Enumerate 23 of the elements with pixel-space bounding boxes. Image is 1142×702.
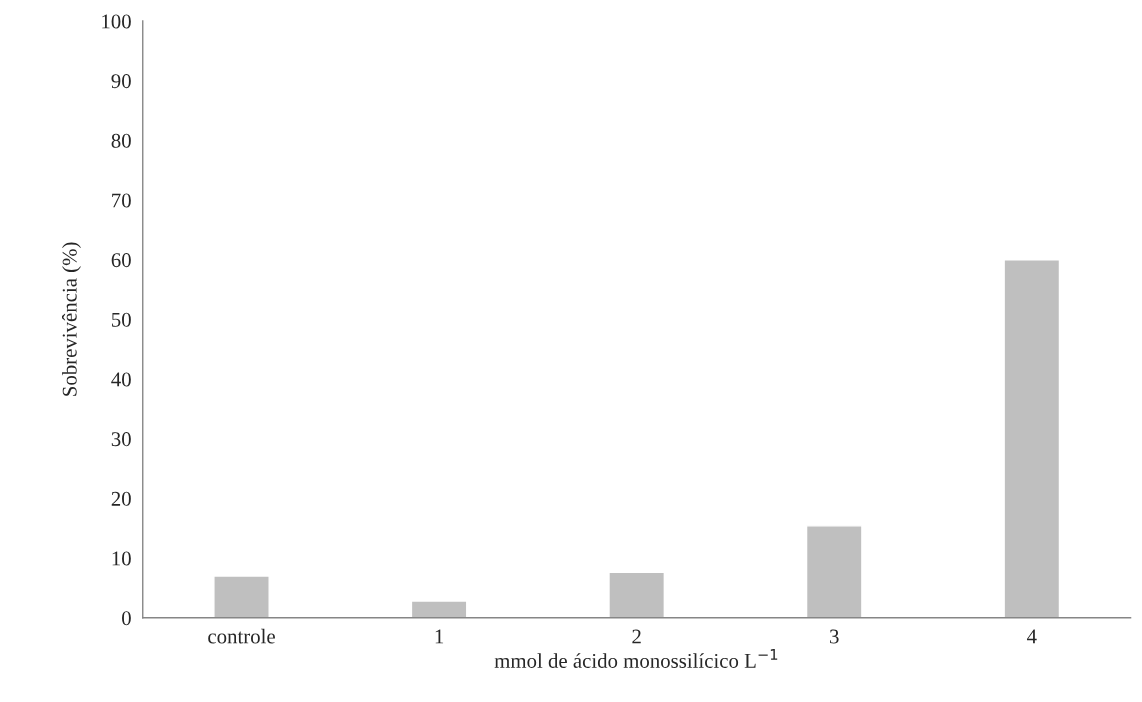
bar <box>608 571 666 618</box>
x-tick-label: 2 <box>632 629 641 644</box>
y-tick-label: 20 <box>111 491 131 506</box>
y-tick-label: 60 <box>111 253 131 268</box>
y-axis-title: Sobrevivência (%) <box>62 242 81 396</box>
bar <box>213 575 270 618</box>
x-tick-label: 3 <box>830 629 839 644</box>
x-tick-label: 1 <box>435 629 444 644</box>
y-tick-label: 40 <box>111 372 131 387</box>
y-tick-label: 50 <box>112 312 131 327</box>
y-tick-label: 0 <box>122 611 131 626</box>
y-tick-label: 90 <box>111 74 131 89</box>
y-tick-label: 10 <box>112 551 131 566</box>
bar <box>805 525 863 618</box>
x-tick-label: 4 <box>1027 629 1037 644</box>
bar <box>1003 259 1061 618</box>
y-tick-label: 30 <box>111 432 131 447</box>
x-axis-title: mmol de ácido monossilícico L$^{−1}$ <box>494 649 778 668</box>
y-tick-label: 100 <box>102 14 131 29</box>
y-tick-label: 80 <box>111 133 131 148</box>
y-tick-label: 70 <box>112 193 131 208</box>
bar <box>410 600 468 618</box>
x-tick-label: controle <box>208 628 275 644</box>
